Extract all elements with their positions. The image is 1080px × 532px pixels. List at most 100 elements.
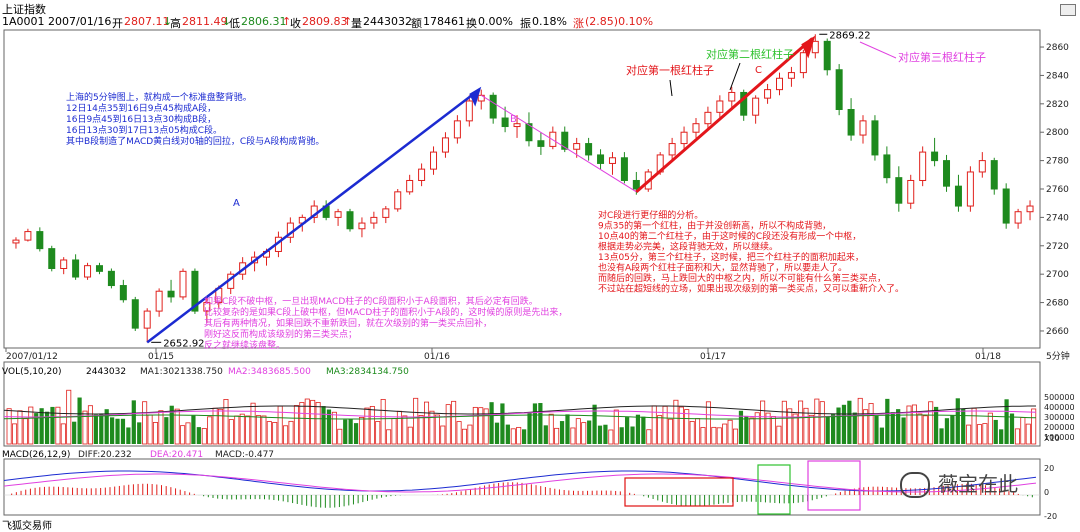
volume-bar <box>630 426 635 444</box>
volume-bar <box>494 422 500 444</box>
volume-bar <box>489 402 494 444</box>
volume-bar <box>944 418 950 444</box>
candle <box>895 166 903 212</box>
candle <box>382 206 390 224</box>
candle <box>776 72 783 96</box>
candle-body <box>131 299 139 329</box>
volume-bar <box>874 415 879 444</box>
candle <box>704 106 712 130</box>
volume-bar <box>917 413 923 445</box>
volume-y-tick: 500000 <box>1044 393 1075 402</box>
candle-body <box>668 143 676 156</box>
candle <box>740 89 748 121</box>
candle-body <box>561 131 569 150</box>
candle-body <box>764 89 772 99</box>
candle <box>167 279 175 303</box>
volume-bar <box>223 399 229 445</box>
volume-bar <box>343 419 348 444</box>
volume-bar <box>803 407 809 445</box>
volume-bar <box>819 401 825 445</box>
candle-body <box>859 120 867 136</box>
volume-bar <box>765 412 771 445</box>
volume-bar <box>619 427 624 444</box>
volume-bar <box>863 409 869 445</box>
y-tick-label: 2720 <box>1046 242 1069 252</box>
volume-ma3: MA3:2834134.750 <box>326 367 409 377</box>
volume-bar <box>50 406 55 444</box>
volume-bar <box>581 422 587 445</box>
volume-bar <box>461 428 467 445</box>
candle <box>489 92 497 124</box>
volume-bar <box>847 400 852 444</box>
volume-bar <box>478 407 484 445</box>
panel-toggle-button[interactable] <box>1060 4 1076 16</box>
segment-label-c: C <box>755 65 762 76</box>
volume-bar <box>207 416 213 445</box>
candle <box>203 296 211 323</box>
candle <box>406 174 414 195</box>
candle-body <box>835 69 843 110</box>
volume-bar <box>299 402 305 445</box>
volume-y-tick: 300000 <box>1044 413 1075 422</box>
volume-bar <box>625 417 630 444</box>
y-tick-label: 2800 <box>1046 128 1069 138</box>
right-annotation-line: 10点40的第二个红柱子，由于这时候的C段还没有形成一个中枢， <box>598 230 861 242</box>
candle <box>12 237 20 249</box>
candle <box>24 228 32 242</box>
candle-body <box>1026 205 1034 213</box>
candle-body <box>346 211 354 230</box>
candle <box>286 217 294 243</box>
candle <box>943 154 951 192</box>
volume-bar <box>391 418 397 445</box>
bottom-annotation-line: 如果C段不破中枢，一旦出现MACD柱子的C段面积小于A段面积，其后必定有回跌。 <box>204 295 538 307</box>
highlight-box-red <box>624 477 734 507</box>
volume-bar <box>158 410 164 445</box>
volume-bar <box>386 429 392 445</box>
volume-bar <box>310 399 316 445</box>
low-label: 低 <box>229 17 240 30</box>
candle <box>394 189 402 212</box>
candle-body <box>632 179 640 190</box>
candle-body <box>895 177 903 204</box>
candle <box>227 271 235 295</box>
bottom-annotation-line: 刚好这反而构成该级别的第三类买点； <box>204 328 357 340</box>
x-tick-label: 01/16 <box>424 352 450 362</box>
candle-body <box>776 77 783 91</box>
volume-bar <box>12 423 18 445</box>
volume-bar <box>115 418 120 444</box>
volume-bar <box>727 419 733 445</box>
volume-bar <box>754 412 760 445</box>
candle <box>919 146 927 187</box>
volume-bar <box>60 423 66 445</box>
volume-bar <box>304 398 310 445</box>
candle-body <box>1014 211 1022 224</box>
candle-body <box>418 168 426 181</box>
right-annotation-line: 不过站在超短线的立场，如果出现次级别的第一类买点，又可以重新介入了。 <box>598 283 904 295</box>
low-value: 2806.31 <box>241 15 287 28</box>
candle <box>513 115 521 138</box>
volume-bar <box>17 410 23 445</box>
trend-line-b <box>480 94 637 193</box>
volume-bar <box>814 398 820 445</box>
volume-bar <box>939 428 944 444</box>
volume-bar <box>39 408 44 444</box>
volume-bar <box>836 407 841 444</box>
volume-bar <box>966 424 972 445</box>
volume-bar <box>185 422 191 445</box>
candle <box>537 132 545 155</box>
volume-bar <box>532 403 538 444</box>
right-annotation-line: 根据走势必完美，这段背驰无效，所以继续。 <box>598 241 778 253</box>
pillar-arrow-3 <box>859 41 897 59</box>
candle-body <box>394 191 402 210</box>
candle <box>752 95 760 124</box>
volume-bar <box>961 408 966 444</box>
candle <box>179 268 187 300</box>
candle <box>48 245 56 272</box>
candle-body <box>203 302 211 312</box>
candle-body <box>155 290 163 312</box>
candle <box>716 95 724 119</box>
candle <box>441 132 449 158</box>
volume-bar <box>955 398 960 444</box>
candle-body <box>525 123 533 142</box>
volume-bar <box>635 414 641 444</box>
